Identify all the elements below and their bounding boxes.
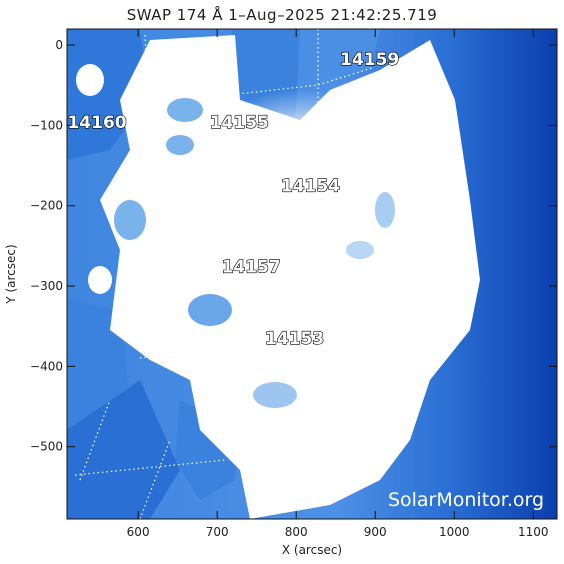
y-tick-label: −500	[30, 440, 63, 454]
active-region-labels: 14159 14160 14155 14154 14157 14153	[67, 50, 400, 350]
x-tick-label: 900	[364, 525, 387, 539]
y-tick-label: −100	[30, 118, 63, 132]
plot-frame	[66, 28, 558, 520]
y-tick-label: −300	[30, 279, 63, 293]
x-axis-title: X (arcsec)	[282, 543, 342, 557]
y-tick-label: −200	[30, 199, 63, 213]
map-title: SWAP 174 Å 1–Aug–2025 21:42:25.719	[126, 6, 438, 24]
active-region-label: 14157	[222, 257, 281, 277]
euv-image	[67, 29, 557, 519]
y-axis-ticks: 0 −100 −200 −300 −400 −500	[30, 38, 557, 454]
x-tick-label: 700	[206, 525, 229, 539]
x-axis-ticks: 600 700 800 900 1000 1100	[127, 29, 549, 539]
active-region-label: 14153	[265, 329, 324, 349]
y-tick-label: 0	[55, 38, 63, 52]
x-tick-label: 1100	[518, 525, 549, 539]
active-region-label: 14160	[67, 113, 126, 133]
active-region-label: 14154	[281, 176, 340, 196]
x-tick-label: 800	[285, 525, 308, 539]
x-tick-label: 1000	[439, 525, 470, 539]
region-outlines	[74, 29, 373, 520]
active-region-label: 14159	[340, 50, 399, 70]
y-tick-label: −400	[30, 359, 63, 373]
active-region-label: 14155	[210, 113, 269, 133]
x-tick-label: 600	[127, 525, 150, 539]
watermark-text: SolarMonitor.org	[388, 489, 544, 511]
y-axis-title: Y (arcsec)	[4, 244, 18, 304]
